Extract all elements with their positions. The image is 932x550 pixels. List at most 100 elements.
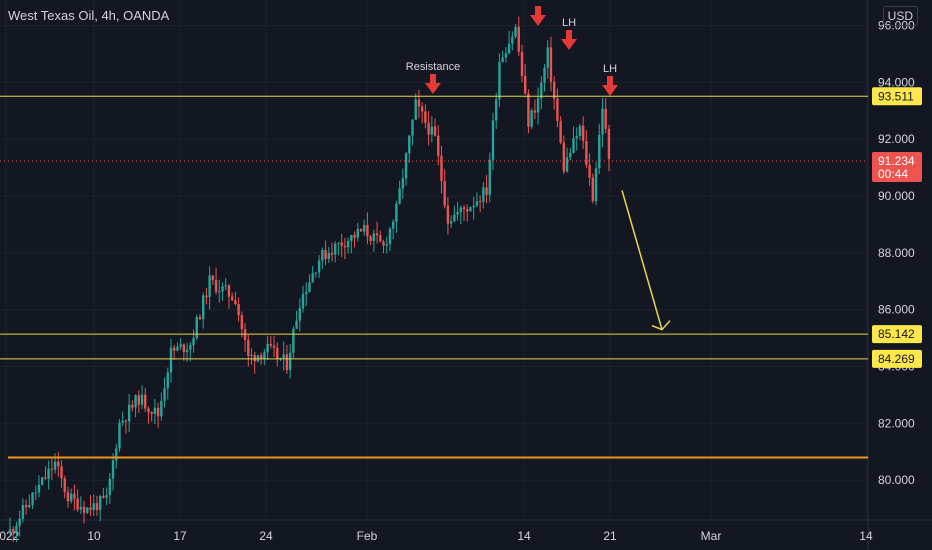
candle-body <box>424 111 427 123</box>
candle-body <box>121 420 124 423</box>
candle-body <box>150 412 153 414</box>
candle-body <box>411 119 414 136</box>
candle-body <box>498 61 501 100</box>
candle-body <box>356 229 359 238</box>
candle-body <box>221 286 224 292</box>
candle-body <box>501 57 504 62</box>
candle-body <box>53 461 57 470</box>
candle-body <box>18 518 21 526</box>
annotation-arrow-shaft <box>607 76 613 85</box>
candle-body <box>536 98 540 113</box>
candle-body <box>63 478 66 492</box>
candle-body <box>340 242 343 246</box>
candle-body <box>556 98 559 122</box>
candle-body <box>565 157 569 172</box>
y-tick-label: 86.000 <box>878 303 915 317</box>
candle-body <box>578 125 582 136</box>
candle-body <box>562 142 566 172</box>
x-tick-label: 14 <box>517 529 531 543</box>
candle-body <box>546 47 549 68</box>
candle-body <box>98 495 102 511</box>
candle-body <box>379 235 382 242</box>
candle-body <box>433 126 437 136</box>
candle-body <box>89 507 92 510</box>
x-tick-label: 2022 <box>0 529 20 543</box>
candle-body <box>366 224 369 237</box>
candle-body <box>369 236 372 242</box>
projection-arrow-icon <box>651 320 671 331</box>
candle-body <box>285 354 289 371</box>
candle-body <box>86 507 89 513</box>
candle-body <box>359 229 363 232</box>
candle-body <box>446 205 450 224</box>
candle-body <box>408 135 411 154</box>
candle-body <box>272 345 276 348</box>
candle-body <box>266 343 269 353</box>
x-tick-label: Mar <box>701 529 722 543</box>
candle-body <box>288 352 292 371</box>
candle-body <box>420 106 424 112</box>
candle-body <box>92 503 95 510</box>
symbol-title: West Texas Oil, 4h, OANDA <box>8 8 170 23</box>
candle-body <box>524 75 527 94</box>
candle-body <box>404 153 408 179</box>
candle-body <box>253 354 256 362</box>
candle-body <box>330 253 334 255</box>
candle-body <box>163 388 166 401</box>
candle-body <box>12 529 15 533</box>
candle-body <box>169 347 173 373</box>
currency-badge[interactable]: USD <box>882 6 918 26</box>
annotation-arrow-shaft <box>566 30 572 39</box>
candle-body <box>324 250 327 260</box>
level-price-tag <box>872 325 922 344</box>
candle-body <box>482 187 485 202</box>
candle-body <box>131 404 134 408</box>
candle-body <box>66 491 70 502</box>
candle-body <box>295 320 298 329</box>
candle-body <box>57 461 60 467</box>
candle-body <box>115 448 118 461</box>
candle-body <box>485 187 488 195</box>
candle-body <box>147 408 150 413</box>
candle-body <box>259 355 263 359</box>
candle-body <box>385 243 388 246</box>
annotation-arrow-icon <box>425 83 441 94</box>
candle-body <box>263 352 266 359</box>
candle-body <box>102 495 105 498</box>
candle-body <box>73 493 76 499</box>
candle-body <box>511 36 514 44</box>
candle-body <box>308 282 311 293</box>
y-tick-label: 90.000 <box>878 189 915 203</box>
candle-body <box>449 221 453 224</box>
candle-body <box>317 260 321 273</box>
candle-body <box>514 26 517 37</box>
candle-body <box>588 164 591 178</box>
candle-body <box>44 477 47 479</box>
candle-body <box>343 245 347 248</box>
y-tick-label: 94.000 <box>878 75 915 89</box>
candle-body <box>337 242 340 244</box>
candle-body <box>60 466 63 479</box>
candle-body <box>76 498 79 510</box>
candle-body <box>495 99 498 121</box>
annotation-arrow-shaft <box>430 74 436 83</box>
candle-body <box>504 53 508 58</box>
y-tick-label: 82.000 <box>878 416 915 430</box>
x-tick-label: 17 <box>173 529 187 543</box>
candle-body <box>401 178 405 189</box>
candle-body <box>82 506 86 513</box>
candle-body <box>530 110 533 127</box>
candle-body <box>202 295 205 320</box>
candle-body <box>427 122 430 135</box>
candle-body <box>549 47 553 82</box>
candle-body <box>321 250 324 261</box>
annotation-arrow-icon <box>561 39 577 50</box>
candle-body <box>41 477 44 485</box>
candle-body <box>153 407 157 414</box>
candle-body <box>176 346 179 351</box>
candle-body <box>15 525 18 533</box>
candle-body <box>105 495 108 498</box>
candle-body <box>276 347 279 359</box>
candle-body <box>214 279 218 292</box>
